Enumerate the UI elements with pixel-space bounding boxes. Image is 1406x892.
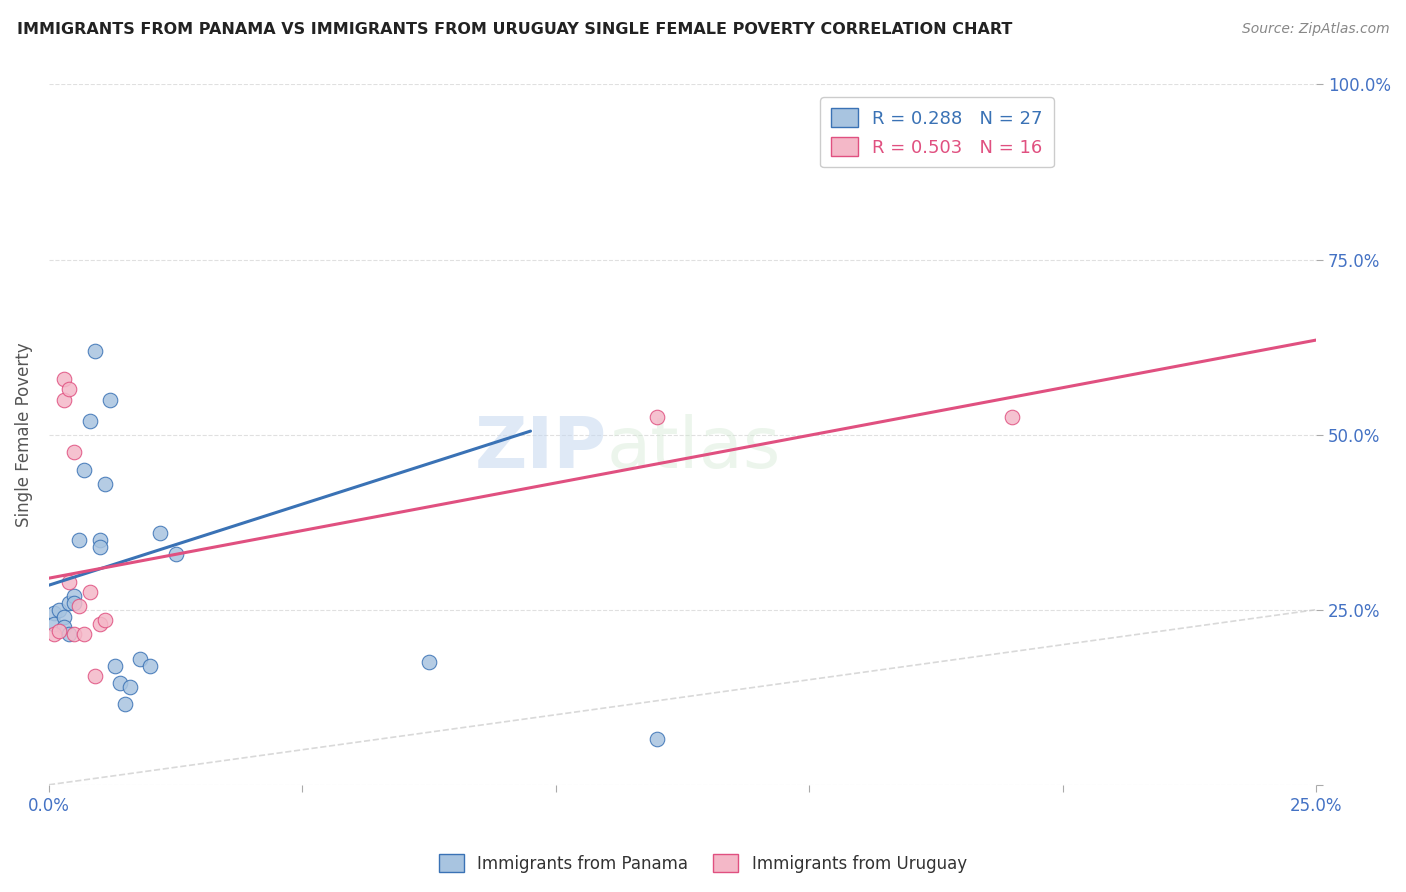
Point xyxy=(42,627,65,641)
Point xyxy=(53,371,76,385)
Point xyxy=(73,462,96,476)
Point xyxy=(63,627,86,641)
Point xyxy=(1001,410,1024,425)
Point xyxy=(53,620,76,634)
Point xyxy=(645,410,668,425)
Point xyxy=(83,669,105,683)
Point xyxy=(48,624,70,638)
Point xyxy=(89,533,111,547)
Point xyxy=(418,655,440,669)
Point xyxy=(63,589,86,603)
Point xyxy=(67,599,90,614)
Point xyxy=(114,697,136,711)
Point xyxy=(645,732,668,747)
Legend: Immigrants from Panama, Immigrants from Uruguay: Immigrants from Panama, Immigrants from … xyxy=(433,847,973,880)
Point xyxy=(58,574,80,589)
Text: IMMIGRANTS FROM PANAMA VS IMMIGRANTS FROM URUGUAY SINGLE FEMALE POVERTY CORRELAT: IMMIGRANTS FROM PANAMA VS IMMIGRANTS FRO… xyxy=(17,22,1012,37)
Point xyxy=(58,596,80,610)
Point xyxy=(83,343,105,358)
Point xyxy=(42,616,65,631)
Point xyxy=(165,547,187,561)
Point xyxy=(98,392,121,407)
Point xyxy=(108,676,131,690)
Point xyxy=(79,414,101,428)
Point xyxy=(79,585,101,599)
Y-axis label: Single Female Poverty: Single Female Poverty xyxy=(15,343,32,527)
Point xyxy=(53,392,76,407)
Point xyxy=(58,627,80,641)
Point xyxy=(89,616,111,631)
Text: ZIP: ZIP xyxy=(474,414,606,483)
Point xyxy=(58,382,80,396)
Point xyxy=(129,651,152,665)
Point xyxy=(73,627,96,641)
Point xyxy=(104,658,127,673)
Point xyxy=(63,445,86,459)
Text: atlas: atlas xyxy=(606,414,780,483)
Point xyxy=(139,658,162,673)
Point xyxy=(93,613,115,627)
Point xyxy=(42,606,65,620)
Point xyxy=(48,602,70,616)
Point xyxy=(67,533,90,547)
Point xyxy=(149,525,172,540)
Point xyxy=(53,609,76,624)
Point xyxy=(93,476,115,491)
Point xyxy=(89,540,111,554)
Point xyxy=(120,680,142,694)
Point xyxy=(63,596,86,610)
Text: Source: ZipAtlas.com: Source: ZipAtlas.com xyxy=(1241,22,1389,37)
Legend: R = 0.288   N = 27, R = 0.503   N = 16: R = 0.288 N = 27, R = 0.503 N = 16 xyxy=(820,97,1053,168)
